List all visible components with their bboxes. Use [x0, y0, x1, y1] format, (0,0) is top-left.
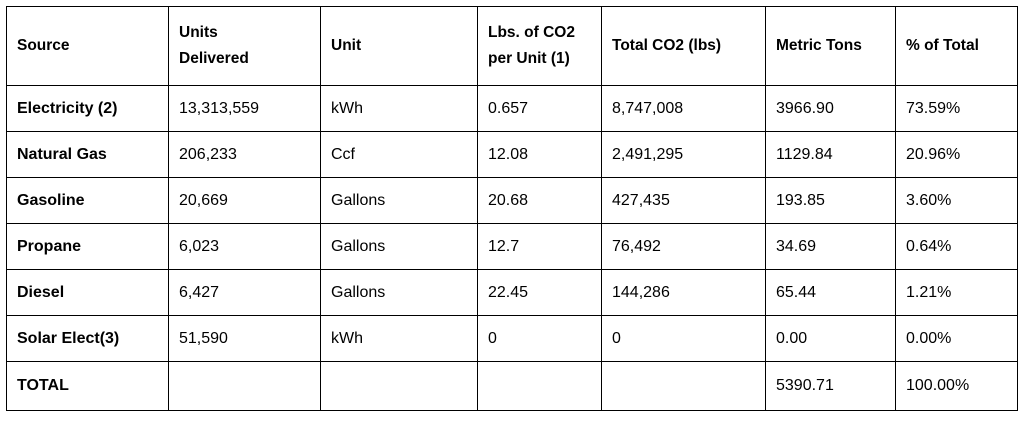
data-row: Diesel 6,427 Gallons 22.45 144,286 65.44 1.21%	[6, 269, 1018, 316]
table-cell: 6,023	[168, 223, 321, 270]
table-cell: 100.00%	[895, 361, 1018, 411]
table-cell: 20.68	[477, 177, 602, 224]
row-label: Gasoline	[6, 177, 169, 224]
table-cell	[477, 361, 602, 411]
table-cell: 20,669	[168, 177, 321, 224]
table-cell: 144,286	[601, 269, 766, 316]
table-cell: 1.21%	[895, 269, 1018, 316]
data-row: Solar Elect(3) 51,590 kWh 0 0 0.00 0.00%	[6, 315, 1018, 362]
header-cell: Metric Tons	[765, 6, 896, 86]
table-cell: 8,747,008	[601, 85, 766, 132]
header-text: per Unit (1)	[488, 50, 570, 67]
emissions-table: Source Units Delivered Unit Lbs. of CO2 per U…	[6, 6, 1018, 411]
table-cell	[601, 361, 766, 411]
header-text: Units	[179, 24, 218, 41]
header-text: Delivered	[179, 50, 249, 67]
table-cell: 13,313,559	[168, 85, 321, 132]
table-cell: 3.60%	[895, 177, 1018, 224]
table-cell: 0.00	[765, 315, 896, 362]
table-cell: 193.85	[765, 177, 896, 224]
header-text: Metric Tons	[776, 37, 862, 54]
header-row: Source Units Delivered Unit Lbs. of CO2 per U…	[6, 6, 1018, 86]
table-cell: kWh	[320, 315, 478, 362]
table-cell: kWh	[320, 85, 478, 132]
header-text: Source	[17, 37, 70, 54]
table-cell: 12.08	[477, 131, 602, 178]
table-cell: 22.45	[477, 269, 602, 316]
header-cell: Lbs. of CO2 per Unit (1)	[477, 6, 602, 86]
row-label: Diesel	[6, 269, 169, 316]
table-cell: Gallons	[320, 269, 478, 316]
table-cell: 6,427	[168, 269, 321, 316]
row-label: Electricity (2)	[6, 85, 169, 132]
table-cell: 0	[477, 315, 602, 362]
header-cell: Units Delivered	[168, 6, 321, 86]
table-cell: Gallons	[320, 177, 478, 224]
table-cell: 0.657	[477, 85, 602, 132]
header-text: Total CO2 (lbs)	[612, 37, 722, 54]
row-label: TOTAL	[6, 361, 169, 411]
table-cell	[168, 361, 321, 411]
table-cell: 3966.90	[765, 85, 896, 132]
table-cell: 51,590	[168, 315, 321, 362]
data-row: Propane 6,023 Gallons 12.7 76,492 34.69 0.64%	[6, 223, 1018, 270]
table-cell: 34.69	[765, 223, 896, 270]
row-label: Propane	[6, 223, 169, 270]
header-text: Unit	[331, 37, 362, 54]
table-cell: 76,492	[601, 223, 766, 270]
header-cell: Total CO2 (lbs)	[601, 6, 766, 86]
header-cell: Source	[6, 6, 169, 86]
data-row: Natural Gas 206,233 Ccf 12.08 2,491,295 1129.…	[6, 131, 1018, 178]
table-cell: 1129.84	[765, 131, 896, 178]
header-text: % of Total	[906, 37, 979, 54]
table-body: Source Units Delivered Unit Lbs. of CO2 per U…	[6, 6, 1018, 411]
table-cell: 0.64%	[895, 223, 1018, 270]
table-cell: 206,233	[168, 131, 321, 178]
row-label: Natural Gas	[6, 131, 169, 178]
table-cell: 20.96%	[895, 131, 1018, 178]
table-cell: 73.59%	[895, 85, 1018, 132]
row-label: Solar Elect(3)	[6, 315, 169, 362]
table-cell: Gallons	[320, 223, 478, 270]
header-text: Lbs. of CO2	[488, 24, 575, 41]
table-cell: 65.44	[765, 269, 896, 316]
table-cell: Ccf	[320, 131, 478, 178]
table-cell: 12.7	[477, 223, 602, 270]
table-cell: 2,491,295	[601, 131, 766, 178]
data-row: TOTAL 5390.71 100.00%	[6, 361, 1018, 411]
header-cell: % of Total	[895, 6, 1018, 86]
table-cell: 0	[601, 315, 766, 362]
table-cell	[320, 361, 478, 411]
table-cell: 427,435	[601, 177, 766, 224]
table-cell: 5390.71	[765, 361, 896, 411]
table-cell: 0.00%	[895, 315, 1018, 362]
data-row: Gasoline 20,669 Gallons 20.68 427,435 193.85 3…	[6, 177, 1018, 224]
data-row: Electricity (2) 13,313,559 kWh 0.657 8,747,0…	[6, 85, 1018, 132]
header-cell: Unit	[320, 6, 478, 86]
